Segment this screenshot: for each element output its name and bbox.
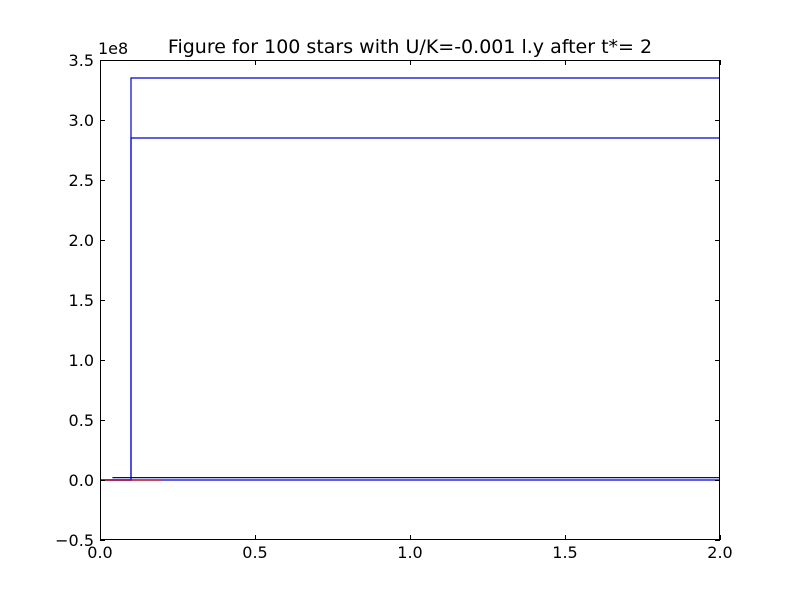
- y-tick-label: 2.5: [69, 171, 94, 190]
- ticks-layer: 0.0 0.5 1.0 1.5 2.0−0.50.00.51.01.52.02.53.0…: [55, 51, 733, 562]
- y-offset-text: 1e8: [98, 39, 128, 58]
- series-line-2: [100, 137, 720, 481]
- y-tick-label: 3.5: [69, 51, 94, 70]
- x-tick-label: 0.0: [87, 543, 112, 562]
- y-tick-label: 1.0: [69, 351, 94, 370]
- chart-title: Figure for 100 stars with U/K=-0.001 l.y…: [168, 36, 652, 58]
- x-tick-label: 2.0: [707, 543, 732, 562]
- y-tick-label: 2.0: [69, 231, 94, 250]
- y-tick-label: 1.5: [69, 291, 94, 310]
- plot-frame: [100, 60, 720, 540]
- y-tick-label: 0.0: [69, 471, 94, 490]
- series-layer: [100, 77, 720, 481]
- y-tick-label: 3.0: [69, 111, 94, 130]
- x-tick-label: 0.5: [242, 543, 267, 562]
- x-tick-label: 1.0: [397, 543, 422, 562]
- x-tick-label: 1.5: [552, 543, 577, 562]
- y-tick-label: 0.5: [69, 411, 94, 430]
- y-tick-label: −0.5: [55, 531, 94, 550]
